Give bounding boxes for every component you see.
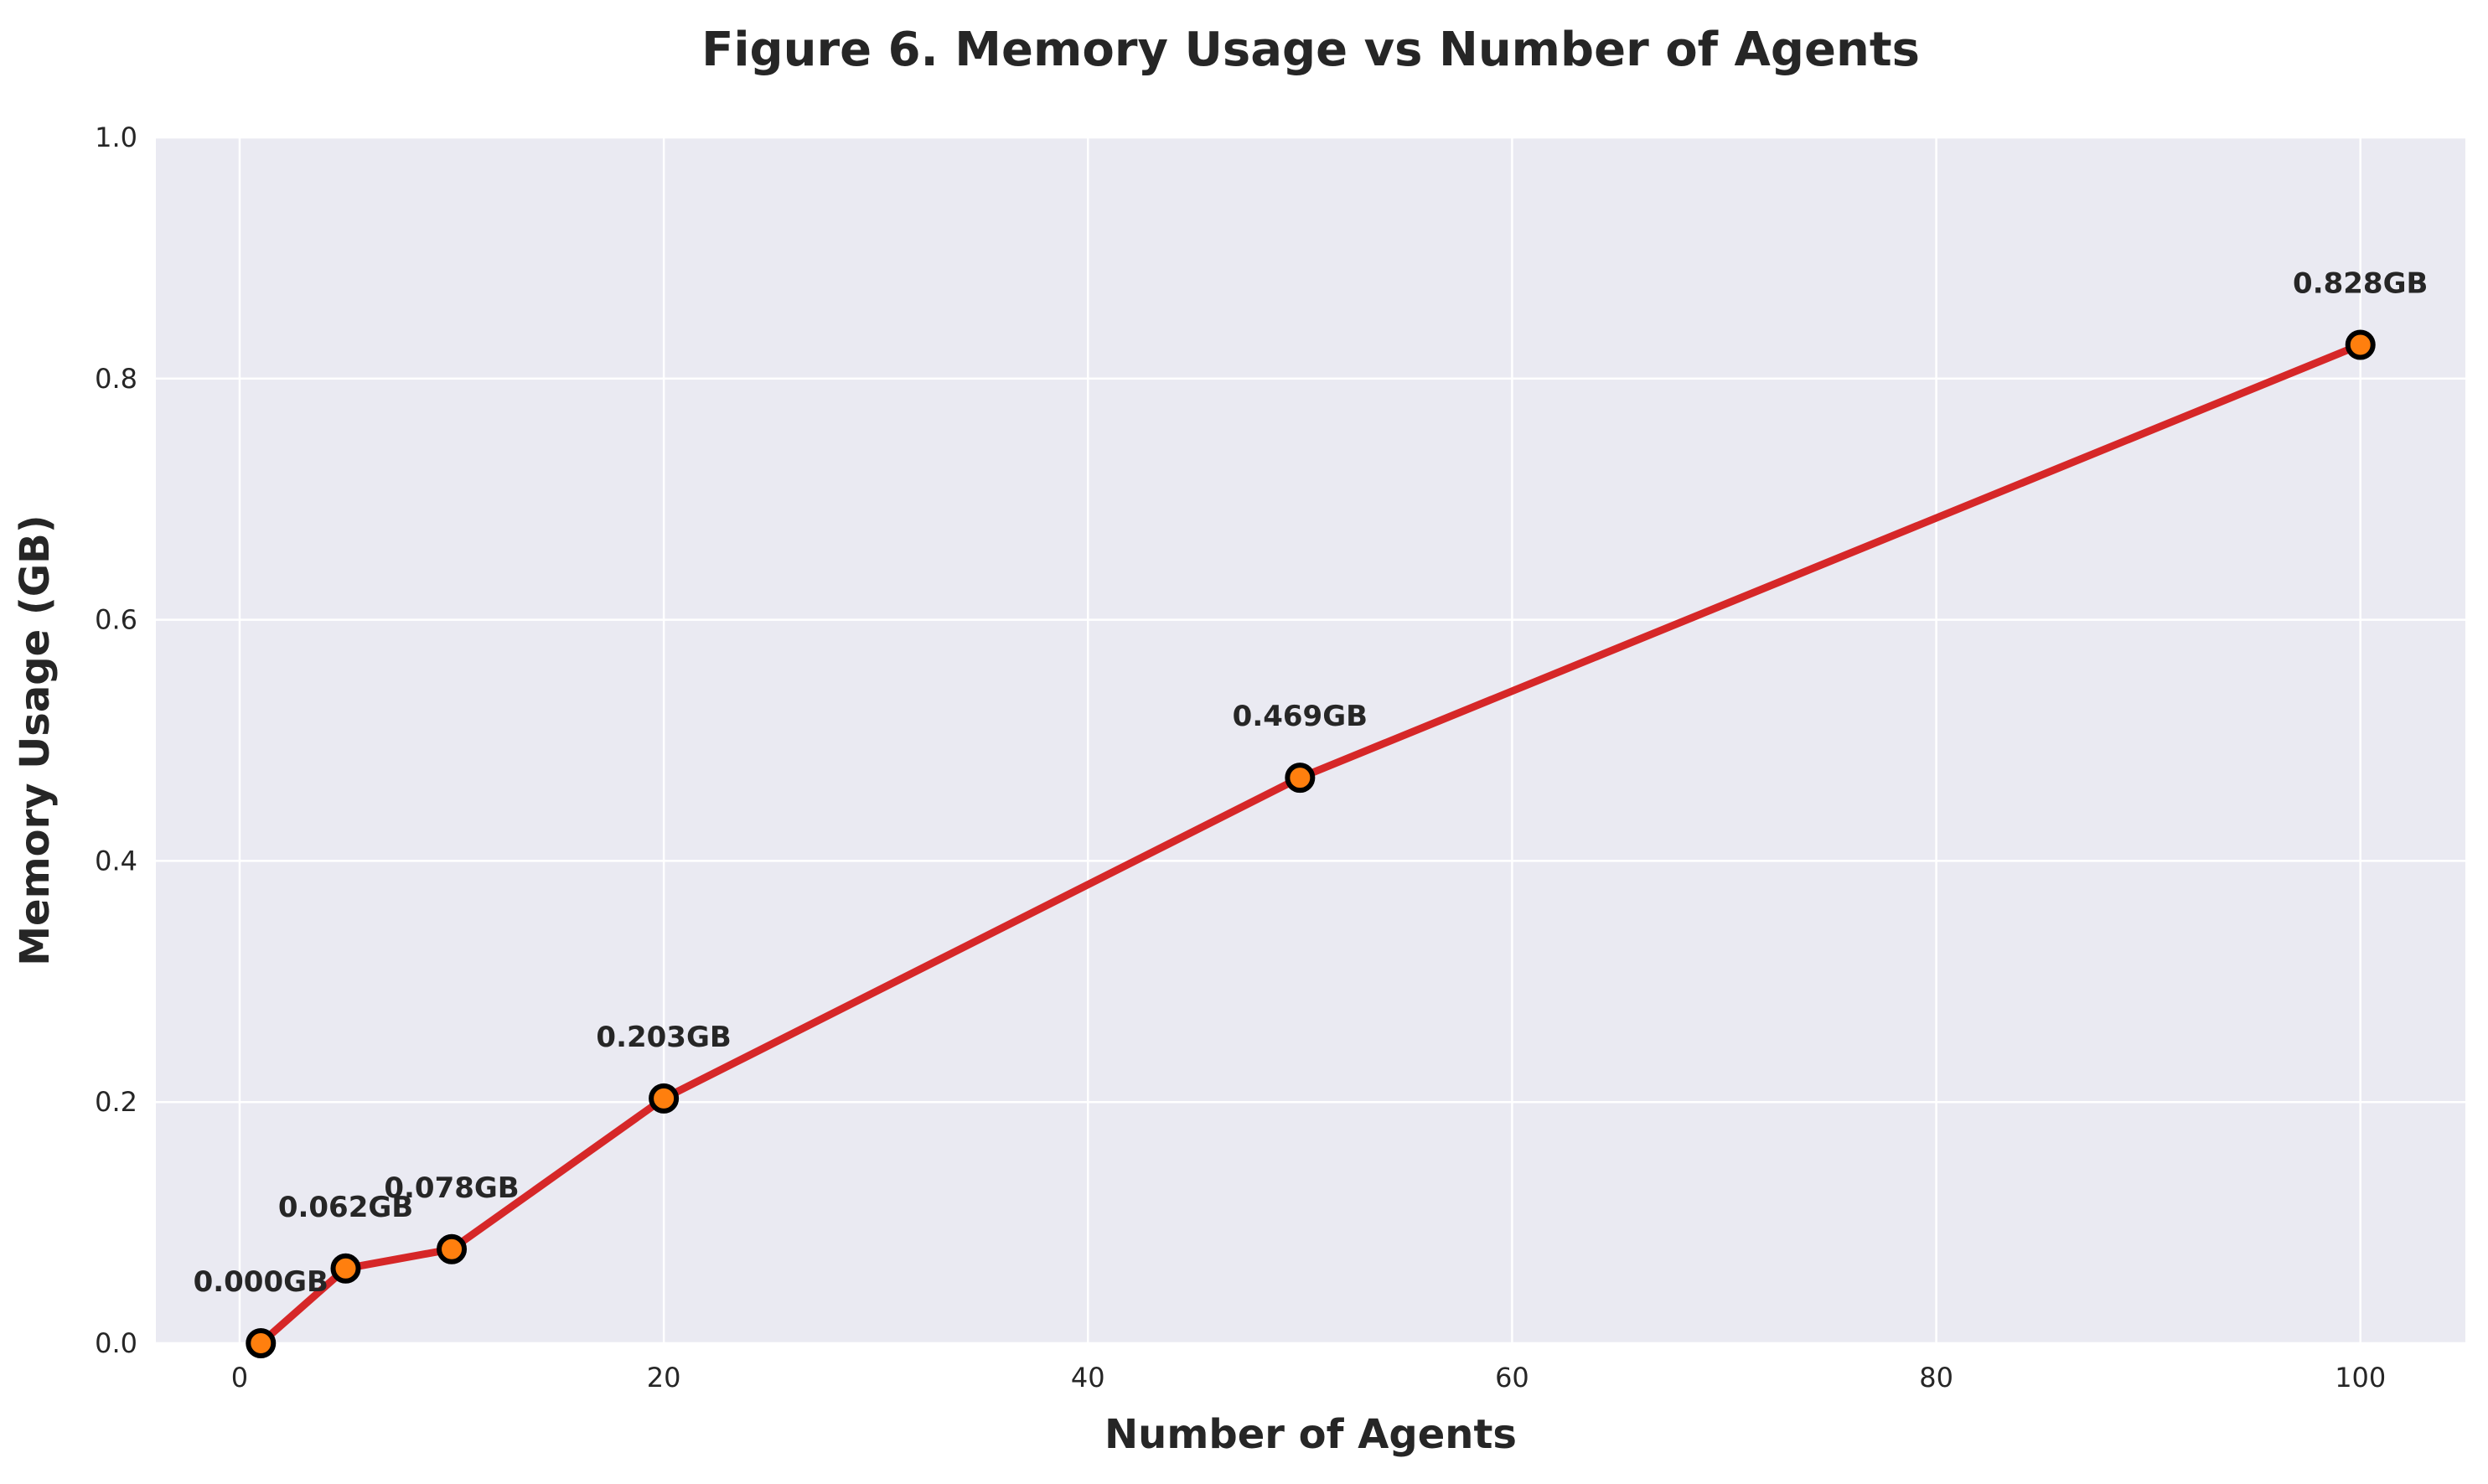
data-point-label: 0.000GB bbox=[194, 1265, 328, 1299]
y-tick-label: 0.8 bbox=[95, 363, 137, 395]
x-axis-label: Number of Agents bbox=[1104, 1411, 1517, 1458]
data-point bbox=[649, 1083, 680, 1114]
tick-labels: 0 20 40 60 80 100 0.0 0.2 0.4 0.6 0.8 1.0 bbox=[95, 122, 2386, 1394]
plot-area bbox=[156, 137, 2465, 1343]
data-point-label: 0.078GB bbox=[384, 1171, 519, 1205]
data-point bbox=[1285, 763, 1316, 794]
y-tick-label: 0.6 bbox=[95, 604, 137, 636]
data-point bbox=[330, 1253, 361, 1284]
data-point-label: 0.203GB bbox=[596, 1021, 731, 1054]
x-tick-label: 100 bbox=[2335, 1362, 2386, 1394]
y-tick-label: 0.0 bbox=[95, 1327, 137, 1359]
chart-title: Figure 6. Memory Usage vs Number of Agen… bbox=[701, 23, 1920, 77]
y-axis-label: Memory Usage (GB) bbox=[12, 514, 59, 965]
y-tick-label: 0.2 bbox=[95, 1086, 137, 1118]
x-tick-label: 40 bbox=[1071, 1362, 1105, 1394]
y-tick-label: 1.0 bbox=[95, 122, 137, 153]
series-line bbox=[256, 341, 2365, 1347]
data-point-label: 0.828GB bbox=[2293, 267, 2428, 301]
y-tick-label: 0.4 bbox=[95, 845, 137, 876]
x-tick-label: 20 bbox=[647, 1362, 681, 1394]
data-point bbox=[437, 1233, 468, 1264]
x-tick-label: 60 bbox=[1495, 1362, 1529, 1394]
x-tick-label: 0 bbox=[231, 1362, 248, 1394]
data-point bbox=[2345, 329, 2376, 360]
series bbox=[246, 329, 2376, 1358]
data-point-label: 0.469GB bbox=[1233, 700, 1368, 733]
data-point bbox=[246, 1328, 277, 1358]
x-tick-label: 80 bbox=[1919, 1362, 1953, 1394]
data-point-label: 0.062GB bbox=[278, 1191, 413, 1224]
